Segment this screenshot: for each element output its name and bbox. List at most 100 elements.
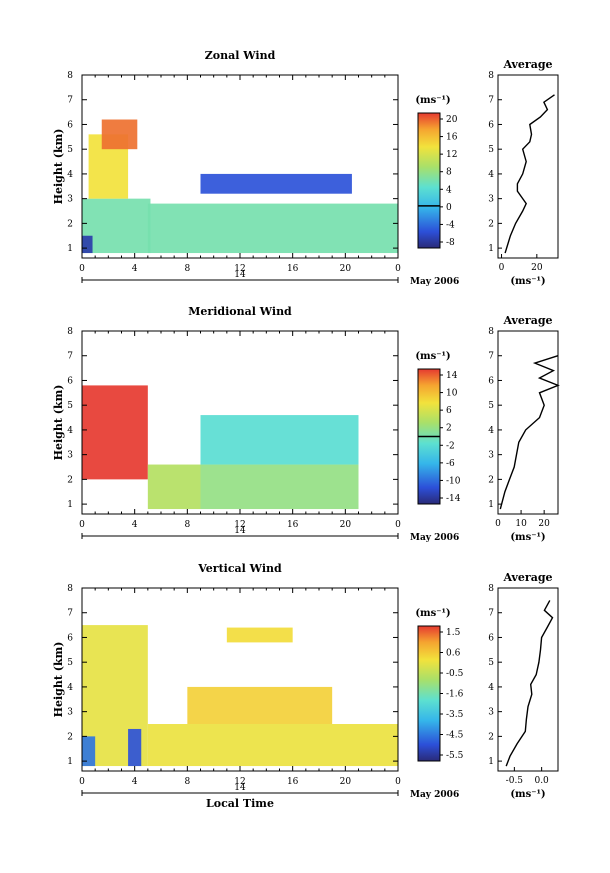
y-tick-label: 6 [67, 376, 73, 386]
inset-x-label: (ms⁻¹) [510, 789, 545, 800]
inset-y-tick-label: 3 [488, 195, 494, 205]
heatmap-cell [200, 173, 352, 194]
inset-profile-line [505, 600, 554, 767]
x-tick-label: 0 [395, 520, 401, 530]
heatmap-cell [226, 627, 293, 643]
inset-frame [497, 330, 559, 515]
y-tick-label: 4 [67, 426, 73, 436]
x-tick-label: 0 [79, 264, 85, 274]
y-tick-label: 8 [67, 71, 73, 81]
date-axis-day: 14 [234, 783, 246, 793]
y-tick-label: 6 [67, 120, 73, 130]
x-tick-label: 16 [287, 264, 299, 274]
y-tick-label: 7 [67, 352, 73, 362]
panel-title: Zonal Wind [205, 49, 276, 62]
colorbar-tick-label: 0.6 [446, 649, 461, 659]
colorbar-tick-label: 6 [446, 406, 452, 416]
y-tick-label: 3 [67, 195, 73, 205]
inset-y-tick-label: 8 [488, 584, 494, 594]
date-axis-day: 14 [234, 526, 246, 536]
inset-x-tick-label: -0.5 [506, 776, 524, 786]
y-tick-label: 1 [67, 757, 73, 767]
x-tick-label: 0 [395, 777, 401, 787]
y-tick-label: 8 [67, 327, 73, 337]
x-tick-label: 12 [234, 520, 245, 530]
heatmap-cell [147, 203, 398, 254]
heatmap-cell [82, 385, 148, 480]
colorbar-tick-label: -3.5 [446, 710, 464, 720]
colorbar-tick-label: -1.6 [446, 690, 464, 700]
colorbar [417, 112, 441, 249]
y-tick-label: 5 [67, 401, 73, 411]
colorbar-tick-label: 20 [446, 115, 458, 125]
inset-y-tick-label: 1 [488, 757, 494, 767]
y-tick-label: 1 [67, 500, 73, 510]
heatmap-cell [200, 464, 359, 510]
y-tick-label: 6 [67, 633, 73, 643]
inset-y-tick-label: 1 [488, 500, 494, 510]
x-tick-label: 16 [287, 777, 299, 787]
colorbar-tick-label: -10 [446, 476, 461, 486]
x-tick-label: 8 [184, 520, 190, 530]
colorbar-tick-label: -6 [446, 459, 455, 469]
colorbar-tick-label: 2 [446, 424, 452, 434]
inset-y-tick-label: 4 [488, 683, 494, 693]
x-tick-label: 4 [132, 520, 138, 530]
inset-frame [497, 74, 559, 259]
x-tick-label: 0 [395, 264, 401, 274]
y-tick-label: 8 [67, 584, 73, 594]
heatmap-regions [82, 625, 398, 767]
inset-x-tick-label: 0 [495, 519, 501, 529]
inset-y-tick-label: 5 [488, 401, 494, 411]
inset-y-tick-label: 3 [488, 451, 494, 461]
inset-title: Average [502, 571, 552, 584]
inset-profile-line [504, 94, 555, 254]
x-tick-label: 20 [340, 264, 352, 274]
heatmap-cell [147, 464, 201, 510]
colorbar-tick-label: 14 [446, 371, 458, 381]
y-tick-label: 1 [67, 244, 73, 254]
colorbar-tick-label: 1.5 [446, 628, 461, 638]
heatmap-regions [82, 385, 359, 510]
inset-y-tick-label: 6 [488, 120, 494, 130]
y-tick-label: 2 [67, 732, 73, 742]
colorbar-tick-label: -0.5 [446, 669, 464, 679]
colorbar-unit: (ms⁻¹) [415, 351, 450, 362]
y-axis-label: Height (km) [52, 129, 65, 205]
panel-title: Meridional Wind [188, 305, 292, 318]
inset-y-tick-label: 6 [488, 633, 494, 643]
heatmap-cell [82, 198, 151, 254]
colorbar-unit: (ms⁻¹) [415, 608, 450, 619]
x-tick-label: 8 [184, 777, 190, 787]
inset-y-tick-label: 5 [488, 658, 494, 668]
inset-y-tick-label: 1 [488, 244, 494, 254]
inset-y-tick-label: 4 [488, 426, 494, 436]
heatmap-cell [82, 736, 96, 767]
inset-y-tick-label: 2 [488, 732, 494, 742]
inset-frame [497, 587, 559, 772]
x-tick-label: 20 [340, 520, 352, 530]
heatmap-cell [187, 686, 333, 725]
inset-x-tick-label: 20 [531, 263, 543, 273]
inset-y-tick-label: 6 [488, 376, 494, 386]
x-axis-label: Local Time [206, 797, 274, 810]
y-tick-label: 5 [67, 145, 73, 155]
inset-y-tick-label: 7 [488, 96, 494, 106]
heatmap-cell [200, 415, 359, 465]
y-tick-label: 7 [67, 96, 73, 106]
y-tick-label: 4 [67, 683, 73, 693]
x-tick-label: 20 [340, 777, 352, 787]
y-tick-label: 4 [67, 170, 73, 180]
heatmap-regions [82, 119, 398, 254]
colorbar-tick-label: 0 [446, 203, 452, 213]
date-axis-month: May 2006 [410, 277, 459, 287]
inset-y-tick-label: 8 [488, 327, 494, 337]
inset-x-tick-label: 0 [499, 263, 505, 273]
colorbar-tick-label: -5.5 [446, 751, 464, 761]
inset-title: Average [502, 58, 552, 71]
inset-x-tick-label: 20 [538, 519, 550, 529]
y-tick-label: 2 [67, 219, 73, 229]
x-tick-label: 0 [79, 777, 85, 787]
